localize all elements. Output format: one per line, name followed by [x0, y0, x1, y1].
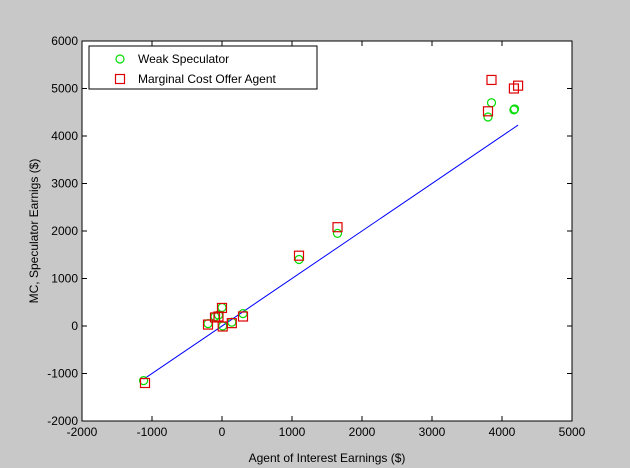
data-point-marginal-cost: [226, 318, 237, 329]
x-tick-label: 4000: [489, 425, 516, 439]
data-point-marginal-cost: [209, 312, 221, 323]
data-point-weak-speculator: [332, 228, 343, 238]
x-tick-labels: -2000 -1000 0 1000 2000 3000 4000 5000: [67, 425, 586, 439]
legend-box: [88, 45, 318, 90]
data-point-marginal-cost: [202, 319, 214, 330]
x-tick-label: 3000: [419, 425, 446, 439]
y-tick-label: 1000: [51, 272, 78, 286]
x-tick-label: 0: [219, 425, 226, 439]
y-tick-label: 4000: [51, 129, 78, 143]
x-tick-label: 2000: [349, 425, 376, 439]
x-tick-label: -2000: [67, 425, 98, 439]
x-tick-label: 1000: [279, 425, 306, 439]
y-tick-label: 2000: [51, 224, 78, 238]
legend-marker-marginal-cost: [114, 73, 126, 85]
y-axis-label: MC, Speculator Earnigs ($): [27, 159, 41, 304]
legend: Weak Speculator Marginal Cost Offer Agen…: [88, 45, 318, 90]
y-tick-label: 6000: [51, 34, 78, 48]
y-tick-labels: -2000 -1000 0 1000 2000 3000 4000 5000 6000: [47, 34, 78, 428]
data-point-marginal-cost: [139, 377, 151, 389]
data-point-marginal-cost: [216, 302, 228, 314]
legend-marker-weak-speculator: [115, 54, 125, 64]
data-point-weak-speculator: [509, 105, 519, 115]
y-tick-label: -1000: [47, 367, 78, 381]
y-tick-label: 5000: [51, 82, 78, 96]
data-point-marginal-cost: [237, 311, 249, 322]
data-point-marginal-cost: [512, 80, 524, 91]
series-layer: [139, 74, 524, 389]
data-point-weak-speculator: [483, 112, 493, 122]
data-point-marginal-cost: [482, 106, 494, 117]
data-point-weak-speculator: [139, 376, 149, 386]
legend-label-weak-speculator: Weak Speculator: [138, 52, 229, 66]
x-tick-label: -1000: [137, 425, 168, 439]
data-point-weak-speculator: [509, 104, 520, 114]
data-point-marginal-cost: [332, 222, 343, 233]
plot-area: [81, 40, 573, 422]
y-tick-label: 3000: [51, 177, 78, 191]
y-tick-label: -2000: [47, 414, 78, 428]
x-tick-label: 5000: [559, 425, 586, 439]
axis-ticks: [81, 40, 573, 422]
data-point-marginal-cost: [486, 74, 497, 86]
legend-label-marginal-cost: Marginal Cost Offer Agent: [138, 72, 277, 86]
fit-line: [143, 124, 519, 380]
data-point-marginal-cost: [293, 250, 305, 261]
y-tick-label: 0: [71, 319, 78, 333]
x-axis-label: Agent of Interest Earnings ($): [249, 451, 406, 465]
